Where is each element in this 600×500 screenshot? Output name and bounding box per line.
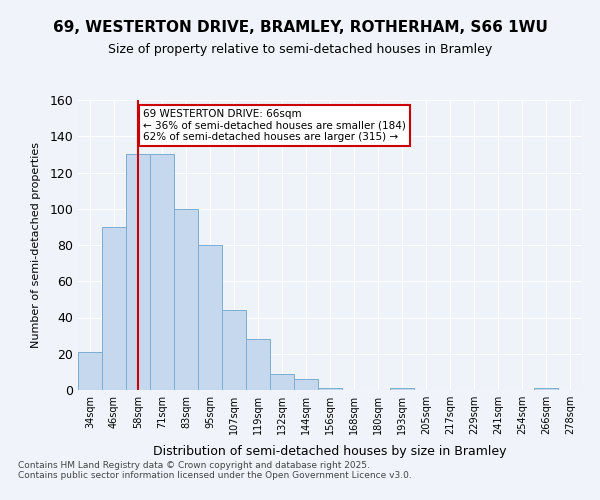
- Text: 69, WESTERTON DRIVE, BRAMLEY, ROTHERHAM, S66 1WU: 69, WESTERTON DRIVE, BRAMLEY, ROTHERHAM,…: [53, 20, 547, 35]
- Bar: [270, 374, 294, 390]
- Bar: [390, 388, 414, 390]
- Bar: [126, 154, 150, 390]
- Text: Contains HM Land Registry data © Crown copyright and database right 2025.
Contai: Contains HM Land Registry data © Crown c…: [18, 460, 412, 480]
- Text: Size of property relative to semi-detached houses in Bramley: Size of property relative to semi-detach…: [108, 42, 492, 56]
- Bar: [102, 227, 126, 390]
- Bar: [246, 339, 270, 390]
- Bar: [318, 388, 342, 390]
- Bar: [174, 209, 198, 390]
- Bar: [78, 352, 102, 390]
- Y-axis label: Number of semi-detached properties: Number of semi-detached properties: [31, 142, 41, 348]
- Bar: [222, 310, 246, 390]
- X-axis label: Distribution of semi-detached houses by size in Bramley: Distribution of semi-detached houses by …: [153, 446, 507, 458]
- Bar: [534, 388, 558, 390]
- Text: 69 WESTERTON DRIVE: 66sqm
← 36% of semi-detached houses are smaller (184)
62% of: 69 WESTERTON DRIVE: 66sqm ← 36% of semi-…: [143, 108, 406, 142]
- Bar: [150, 154, 174, 390]
- Bar: [198, 245, 222, 390]
- Bar: [294, 379, 318, 390]
